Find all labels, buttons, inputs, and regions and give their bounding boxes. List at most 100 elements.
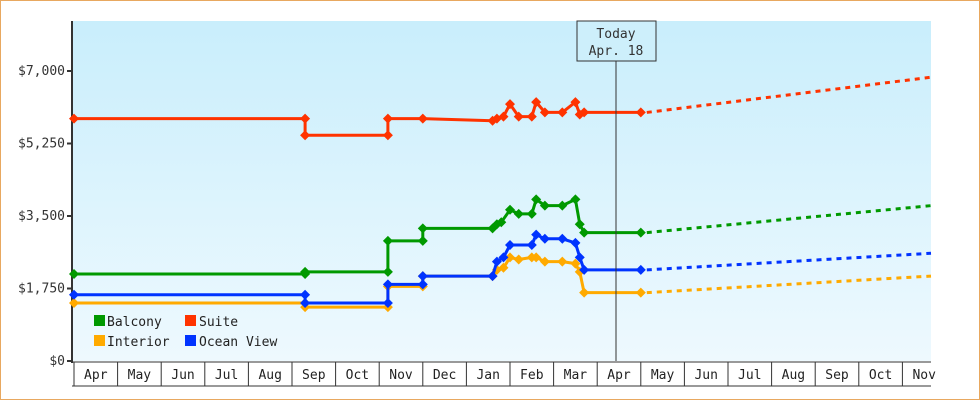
data-point-marker[interactable] bbox=[579, 287, 590, 298]
data-point-marker[interactable] bbox=[505, 252, 515, 263]
series-balcony bbox=[69, 194, 932, 279]
x-tick-label: Aug bbox=[258, 368, 281, 383]
forecast-line bbox=[646, 204, 932, 235]
x-tick-label: Jul bbox=[738, 368, 761, 383]
data-point-marker[interactable] bbox=[417, 279, 428, 290]
data-point-marker[interactable] bbox=[539, 233, 550, 244]
legend-item-interior[interactable]: Interior bbox=[94, 335, 170, 350]
today-date: Apr. 18 bbox=[589, 44, 644, 59]
x-tick-label: Dec bbox=[433, 368, 456, 383]
data-point-marker[interactable] bbox=[382, 298, 393, 308]
data-point-marker[interactable] bbox=[539, 256, 550, 267]
data-point-marker[interactable] bbox=[579, 264, 590, 275]
data-point-marker[interactable] bbox=[570, 258, 581, 269]
legend-item-suite[interactable]: Suite bbox=[185, 315, 238, 330]
x-tick-label: Jun bbox=[171, 368, 194, 383]
y-tick-label: $5,250 bbox=[18, 137, 65, 152]
data-point-marker[interactable] bbox=[417, 235, 428, 246]
data-point-marker[interactable] bbox=[570, 97, 581, 108]
x-axis: Apr May Jun Jul Aug Sep Oct Nov Dec Jan Feb Mar Apr M… bbox=[72, 361, 936, 387]
data-point-marker[interactable] bbox=[382, 235, 393, 246]
data-point-marker[interactable] bbox=[498, 262, 509, 273]
data-point-marker[interactable] bbox=[505, 204, 515, 215]
x-tick-label: Feb bbox=[520, 368, 544, 383]
data-point-marker[interactable] bbox=[300, 266, 311, 277]
data-point-marker[interactable] bbox=[382, 279, 393, 290]
series-suite bbox=[69, 75, 932, 141]
forecast-line bbox=[646, 274, 932, 295]
data-point-marker[interactable] bbox=[574, 219, 585, 230]
data-point-marker[interactable] bbox=[579, 107, 590, 118]
legend-label-suite: Suite bbox=[199, 315, 238, 330]
legend-swatch-interior bbox=[94, 335, 105, 346]
data-point-marker[interactable] bbox=[382, 266, 393, 277]
data-point-marker[interactable] bbox=[505, 240, 515, 250]
data-point-marker[interactable] bbox=[505, 99, 515, 110]
data-point-marker[interactable] bbox=[300, 289, 311, 300]
data-point-marker[interactable] bbox=[300, 113, 311, 124]
data-point-marker[interactable] bbox=[570, 237, 581, 248]
legend: Balcony Suite Interior Ocean View bbox=[94, 315, 277, 350]
data-point-marker[interactable] bbox=[382, 113, 393, 124]
legend-label-ocean-view: Ocean View bbox=[199, 335, 277, 350]
legend-item-balcony[interactable]: Balcony bbox=[94, 315, 162, 330]
data-point-marker[interactable] bbox=[635, 287, 646, 298]
data-point-marker[interactable] bbox=[531, 194, 542, 205]
data-point-marker[interactable] bbox=[69, 289, 79, 300]
data-point-marker[interactable] bbox=[498, 111, 509, 122]
data-point-marker[interactable] bbox=[531, 97, 542, 108]
data-point-marker[interactable] bbox=[526, 208, 537, 219]
data-point-marker[interactable] bbox=[526, 240, 537, 250]
x-tick-label: Oct bbox=[869, 368, 892, 383]
data-point-marker[interactable] bbox=[417, 271, 428, 282]
data-point-marker[interactable] bbox=[513, 254, 524, 265]
data-point-marker[interactable] bbox=[635, 264, 646, 275]
data-point-marker[interactable] bbox=[531, 252, 542, 263]
data-point-marker[interactable] bbox=[487, 271, 498, 282]
data-point-marker[interactable] bbox=[579, 227, 590, 238]
data-point-marker[interactable] bbox=[531, 229, 542, 240]
data-point-marker[interactable] bbox=[574, 252, 585, 263]
y-tick-label: $0 bbox=[49, 354, 65, 369]
data-point-marker[interactable] bbox=[417, 113, 428, 124]
y-tick-label: $7,000 bbox=[18, 64, 65, 79]
data-point-marker[interactable] bbox=[382, 130, 393, 141]
data-point-marker[interactable] bbox=[557, 200, 568, 211]
data-point-marker[interactable] bbox=[491, 256, 502, 267]
plot-area bbox=[72, 21, 931, 361]
data-point-marker[interactable] bbox=[69, 298, 79, 308]
x-tick-label: Nov bbox=[912, 368, 936, 383]
data-point-marker[interactable] bbox=[539, 107, 550, 118]
data-point-marker[interactable] bbox=[417, 223, 428, 234]
legend-label-balcony: Balcony bbox=[107, 315, 162, 330]
data-point-marker[interactable] bbox=[300, 298, 311, 308]
x-tick-label: Nov bbox=[389, 368, 413, 383]
x-tick-label: Sep bbox=[825, 368, 849, 383]
data-point-marker[interactable] bbox=[557, 233, 568, 244]
data-point-marker[interactable] bbox=[557, 107, 568, 118]
data-point-marker[interactable] bbox=[69, 113, 79, 124]
data-point-marker[interactable] bbox=[69, 269, 79, 279]
x-tick-label: Jun bbox=[694, 368, 717, 383]
data-point-marker[interactable] bbox=[635, 227, 646, 238]
legend-swatch-balcony bbox=[94, 315, 105, 326]
data-point-marker[interactable] bbox=[539, 200, 550, 211]
series-ocean-view bbox=[69, 229, 932, 308]
legend-swatch-suite bbox=[185, 315, 196, 326]
x-tick-label: Oct bbox=[346, 368, 369, 383]
data-point-marker[interactable] bbox=[526, 111, 537, 122]
data-point-marker[interactable] bbox=[635, 107, 646, 118]
data-point-marker[interactable] bbox=[513, 111, 524, 122]
data-point-marker[interactable] bbox=[300, 130, 311, 141]
data-point-marker[interactable] bbox=[498, 252, 509, 263]
data-point-marker[interactable] bbox=[496, 217, 507, 228]
legend-swatch-ocean-view bbox=[185, 335, 196, 346]
data-point-marker[interactable] bbox=[570, 194, 581, 205]
data-point-marker[interactable] bbox=[557, 256, 568, 267]
x-tick-label: Apr bbox=[607, 368, 631, 383]
x-tick-label: May bbox=[651, 368, 675, 383]
data-point-marker[interactable] bbox=[513, 208, 524, 219]
legend-item-ocean-view[interactable]: Ocean View bbox=[185, 335, 277, 350]
